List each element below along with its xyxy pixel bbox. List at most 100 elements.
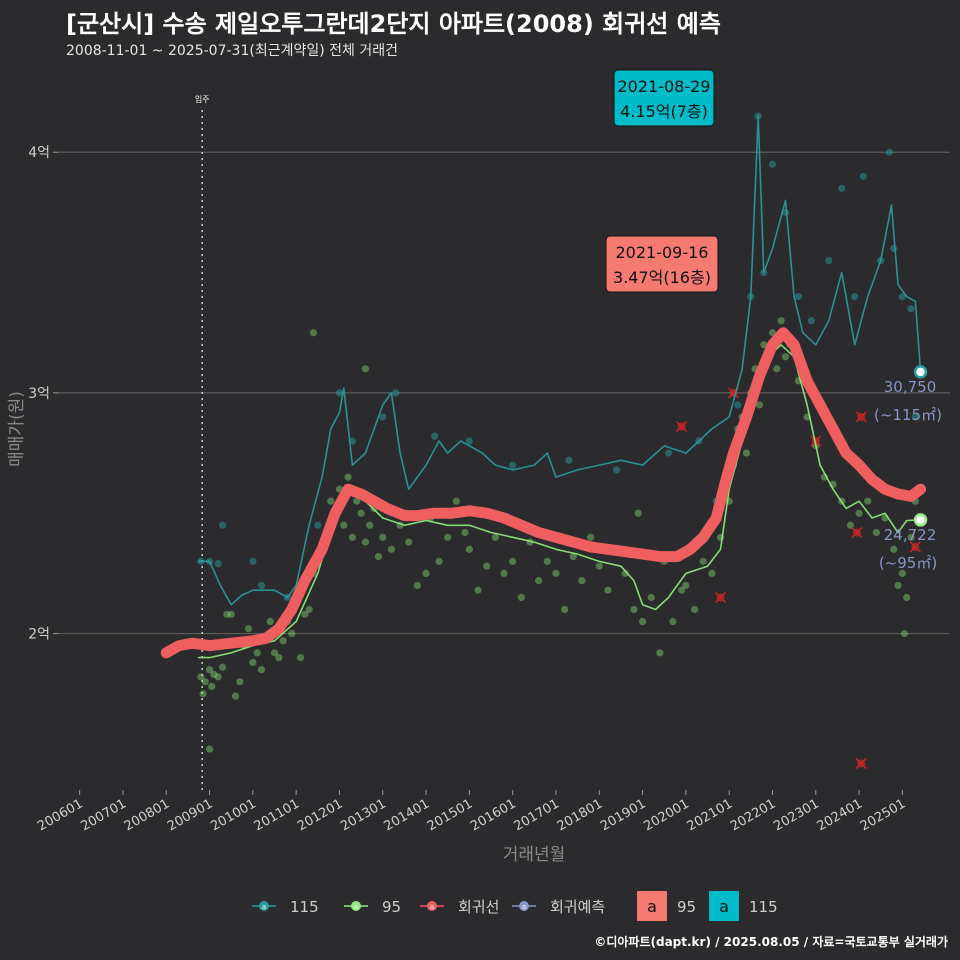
legend-swatch-glyph: a xyxy=(430,903,434,911)
series-line-115 xyxy=(197,115,922,606)
outlier-marker xyxy=(909,541,921,553)
x-tick-label: 201801 xyxy=(555,796,605,834)
data-point-115 xyxy=(885,148,893,156)
data-point-115 xyxy=(851,293,859,301)
data-point-95 xyxy=(357,509,365,517)
legend-point-swatch xyxy=(351,901,361,911)
data-point-95 xyxy=(253,649,261,657)
data-point-115 xyxy=(807,317,816,325)
y-tick-label: 2억 xyxy=(28,627,50,643)
data-point-115 xyxy=(859,172,867,180)
data-point-95 xyxy=(361,538,370,546)
outlier-x-stroke xyxy=(851,526,863,539)
data-point-95 xyxy=(621,569,629,578)
data-point-95 xyxy=(900,629,909,638)
grid-layer: 입주 xyxy=(58,95,950,790)
data-point-95 xyxy=(387,545,396,553)
data-point-95 xyxy=(244,625,253,633)
data-point-95 xyxy=(405,538,413,546)
x-axis-title: 거래년월 xyxy=(503,845,566,865)
data-point-115 xyxy=(907,305,915,313)
data-point-115 xyxy=(214,560,222,568)
data-point-95 xyxy=(309,329,318,337)
outlier-marker xyxy=(714,591,727,604)
data-point-95 xyxy=(509,557,517,565)
data-point-95 xyxy=(379,533,387,541)
x-tick-label: 202201 xyxy=(728,796,778,834)
data-point-95 xyxy=(742,449,751,457)
end-value-label: 24,722 xyxy=(884,526,937,544)
data-point-115 xyxy=(890,244,898,253)
data-point-115 xyxy=(794,293,803,301)
data-point-95 xyxy=(903,593,911,602)
data-point-95 xyxy=(348,533,357,541)
x-tick-label: 201001 xyxy=(208,796,258,834)
data-point-95 xyxy=(197,673,205,681)
data-point-115 xyxy=(379,413,387,421)
data-point-95 xyxy=(374,552,383,561)
data-point-115 xyxy=(509,461,517,469)
data-point-95 xyxy=(305,605,313,614)
data-point-95 xyxy=(682,581,690,590)
data-point-115 xyxy=(911,413,919,421)
axis-layer: 2억 3억 4억 2006012007012008012009012010012011… xyxy=(7,145,908,865)
end-point xyxy=(913,513,928,527)
y-tick-label: 4억 xyxy=(28,145,50,161)
data-point-95 xyxy=(214,673,222,681)
data-point-95 xyxy=(638,617,647,626)
outlier-marker xyxy=(851,526,863,539)
data-point-95 xyxy=(270,649,279,657)
x-tick-label: 201101 xyxy=(252,796,302,834)
data-point-95 xyxy=(236,678,244,686)
data-point-95 xyxy=(864,497,872,505)
chart-title: [군산시] 수송 제일오투그란데2단지 아파트(2008) 회귀선 예측 xyxy=(66,10,721,38)
x-tick-label: 200801 xyxy=(122,796,172,834)
annotation-box-max-115 xyxy=(613,69,715,127)
point-layer xyxy=(197,112,921,770)
legend-box-swatch xyxy=(637,891,667,921)
data-point-95 xyxy=(699,557,707,565)
data-point-95 xyxy=(223,610,231,618)
data-point-95 xyxy=(587,533,595,541)
legend-box-glyph: a xyxy=(719,897,729,916)
data-point-95 xyxy=(894,581,902,590)
data-point-95 xyxy=(218,663,227,671)
regression-line xyxy=(160,327,927,659)
data-point-115 xyxy=(257,581,266,590)
x-tick-label: 200901 xyxy=(165,796,215,834)
data-point-115 xyxy=(465,437,473,445)
outlier-x-stroke xyxy=(675,421,688,433)
line-layer xyxy=(160,115,927,659)
legend-label: 회귀선 xyxy=(458,898,499,916)
x-tick-label: 201201 xyxy=(295,796,345,834)
data-point-95 xyxy=(517,593,525,602)
data-point-95 xyxy=(907,533,915,541)
data-point-95 xyxy=(773,365,781,373)
data-point-115 xyxy=(565,456,573,464)
data-point-95 xyxy=(552,569,560,578)
data-point-95 xyxy=(288,629,296,638)
data-point-115 xyxy=(734,401,742,409)
outlier-x-stroke xyxy=(810,435,822,447)
end-point xyxy=(913,365,928,379)
data-point-95 xyxy=(275,654,283,662)
data-point-95 xyxy=(205,745,214,753)
data-point-95 xyxy=(210,670,218,679)
x-tick-label: 201501 xyxy=(425,796,475,834)
legend-label: 95 xyxy=(382,898,401,916)
legend-label: 115 xyxy=(749,898,778,916)
data-point-95 xyxy=(344,473,352,481)
data-point-95 xyxy=(279,637,287,645)
legend-box-glyph: a xyxy=(647,897,657,916)
x-tick-label: 200701 xyxy=(78,796,128,834)
source-credit: ©디아파트(dapt.kr) / 2025.08.05 / 자료=국토교통부 실… xyxy=(594,935,948,949)
data-point-115 xyxy=(898,293,906,301)
legend-label: 회귀예측 xyxy=(550,898,605,916)
data-point-95 xyxy=(768,329,777,337)
x-tick-label: 202001 xyxy=(641,796,691,834)
data-point-95 xyxy=(353,497,361,505)
data-point-95 xyxy=(296,654,305,662)
legend-label: 95 xyxy=(677,898,696,916)
data-point-95 xyxy=(760,341,768,349)
data-point-95 xyxy=(301,610,309,618)
